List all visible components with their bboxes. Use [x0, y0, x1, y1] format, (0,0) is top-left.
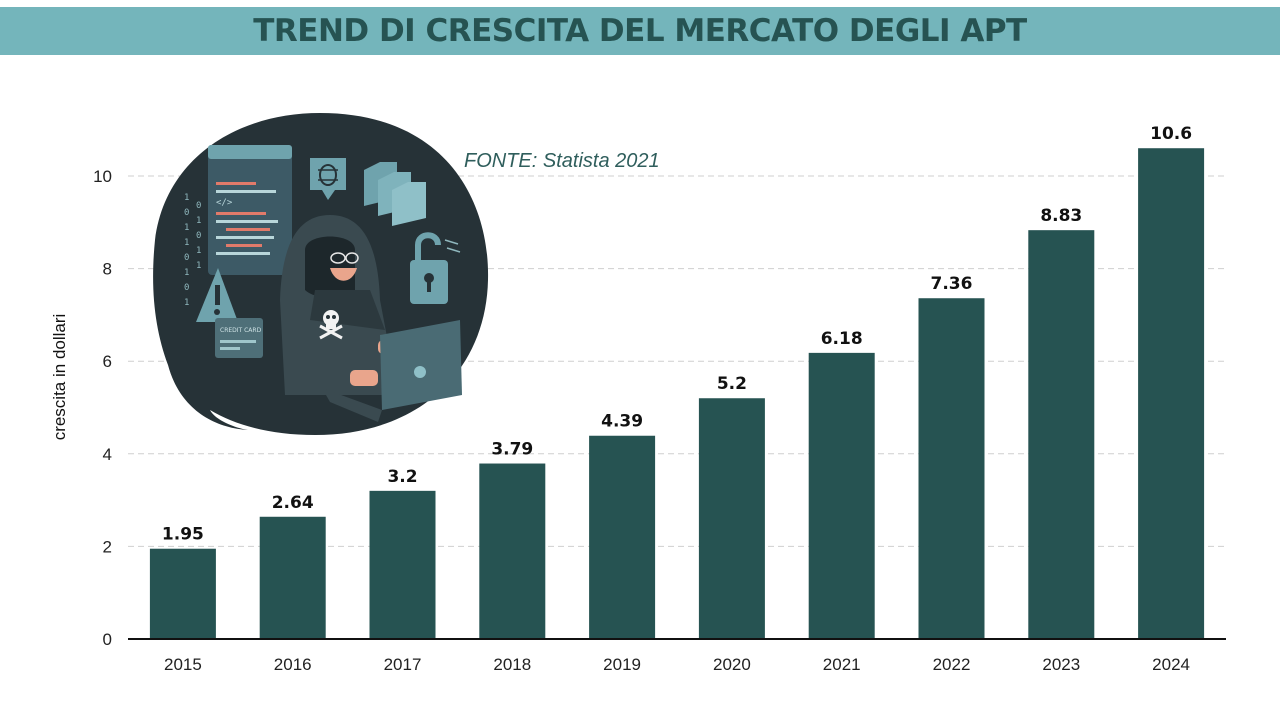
value-labels: 1.95 2.64 3.2 3.79 4.39 5.2 6.18 7.36 8.83 10.6	[162, 124, 1192, 544]
y-tick-label: 8	[103, 260, 112, 279]
x-tick-label: 2022	[933, 655, 971, 674]
bar-2022	[918, 298, 985, 639]
x-tick-label: 2015	[164, 655, 202, 674]
svg-text:1: 1	[184, 268, 189, 278]
bar-2019	[589, 435, 656, 639]
title-banner: TREND DI CRESCITA DEL MERCATO DEGLI APT	[0, 7, 1280, 55]
svg-text:0: 0	[196, 231, 201, 241]
laptop-icon	[322, 320, 462, 422]
x-tick-label: 2023	[1042, 655, 1080, 674]
x-tick-label: 2018	[493, 655, 531, 674]
x-tick-label: 2019	[603, 655, 641, 674]
svg-text:1: 1	[184, 193, 189, 203]
value-label: 1.95	[162, 525, 204, 545]
chart-title: TREND DI CRESCITA DEL MERCATO DEGLI APT	[253, 13, 1027, 49]
svg-text:0: 0	[196, 201, 201, 211]
skull-icon	[319, 310, 343, 340]
bar-2024	[1138, 148, 1205, 639]
svg-text:</>: </>	[216, 198, 233, 208]
value-label: 6.18	[821, 329, 863, 349]
value-label: 8.83	[1040, 206, 1082, 226]
bar-2020	[698, 398, 765, 639]
y-tick-label: 0	[103, 630, 112, 649]
x-tick-label: 2021	[823, 655, 861, 674]
code-window-icon: </>	[208, 145, 292, 275]
x-tick-label: 2020	[713, 655, 751, 674]
y-tick-label: 2	[103, 537, 112, 556]
svg-text:1: 1	[184, 223, 189, 233]
y-axis-label: crescita in dollari	[50, 313, 69, 441]
x-tick-labels: 2015 2016 2017 2018 2019 2020 2021 2022 2023 2024	[164, 655, 1190, 674]
value-label: 5.2	[717, 374, 747, 394]
y-tick-label: 4	[103, 445, 112, 464]
warning-icon	[196, 268, 238, 322]
bar-2016	[259, 516, 326, 639]
svg-text:1: 1	[196, 261, 201, 271]
x-tick-label: 2024	[1152, 655, 1190, 674]
y-tick-labels: 0 2 4 6 8 10	[93, 167, 112, 649]
bar-2023	[1028, 230, 1095, 639]
svg-text:0: 0	[184, 283, 189, 293]
svg-text:0: 0	[184, 208, 189, 218]
svg-text:1: 1	[184, 238, 189, 248]
value-label: 3.2	[387, 467, 417, 487]
svg-text:1: 1	[184, 298, 189, 308]
bug-icon	[310, 158, 346, 200]
bar-2021	[808, 352, 875, 639]
value-label: 2.64	[272, 493, 314, 513]
credit-card-icon: CREDIT CARD	[215, 318, 263, 358]
bar-2017	[369, 490, 436, 639]
value-label: 10.6	[1150, 124, 1192, 144]
value-label: 7.36	[931, 274, 973, 294]
folders-icon	[364, 162, 426, 226]
svg-text:1: 1	[196, 216, 201, 226]
svg-text:0: 0	[184, 253, 189, 263]
padlock-icon	[410, 232, 461, 304]
x-tick-label: 2017	[384, 655, 422, 674]
value-label: 4.39	[601, 412, 643, 432]
y-tick-label: 10	[93, 167, 112, 186]
svg-text:1: 1	[196, 246, 201, 256]
x-tick-label: 2016	[274, 655, 312, 674]
y-tick-label: 6	[103, 352, 112, 371]
bar-2018	[479, 463, 546, 639]
bars	[149, 148, 1205, 639]
source-note: FONTE: Statista 2021	[464, 150, 660, 172]
credit-card-text: CREDIT CARD	[220, 327, 262, 334]
bar-2015	[149, 548, 216, 639]
value-label: 3.79	[491, 440, 533, 460]
